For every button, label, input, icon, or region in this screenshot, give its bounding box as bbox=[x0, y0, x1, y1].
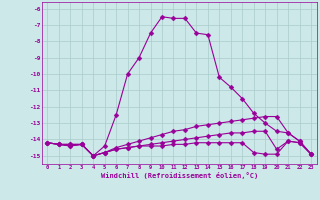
X-axis label: Windchill (Refroidissement éolien,°C): Windchill (Refroidissement éolien,°C) bbox=[100, 172, 258, 179]
